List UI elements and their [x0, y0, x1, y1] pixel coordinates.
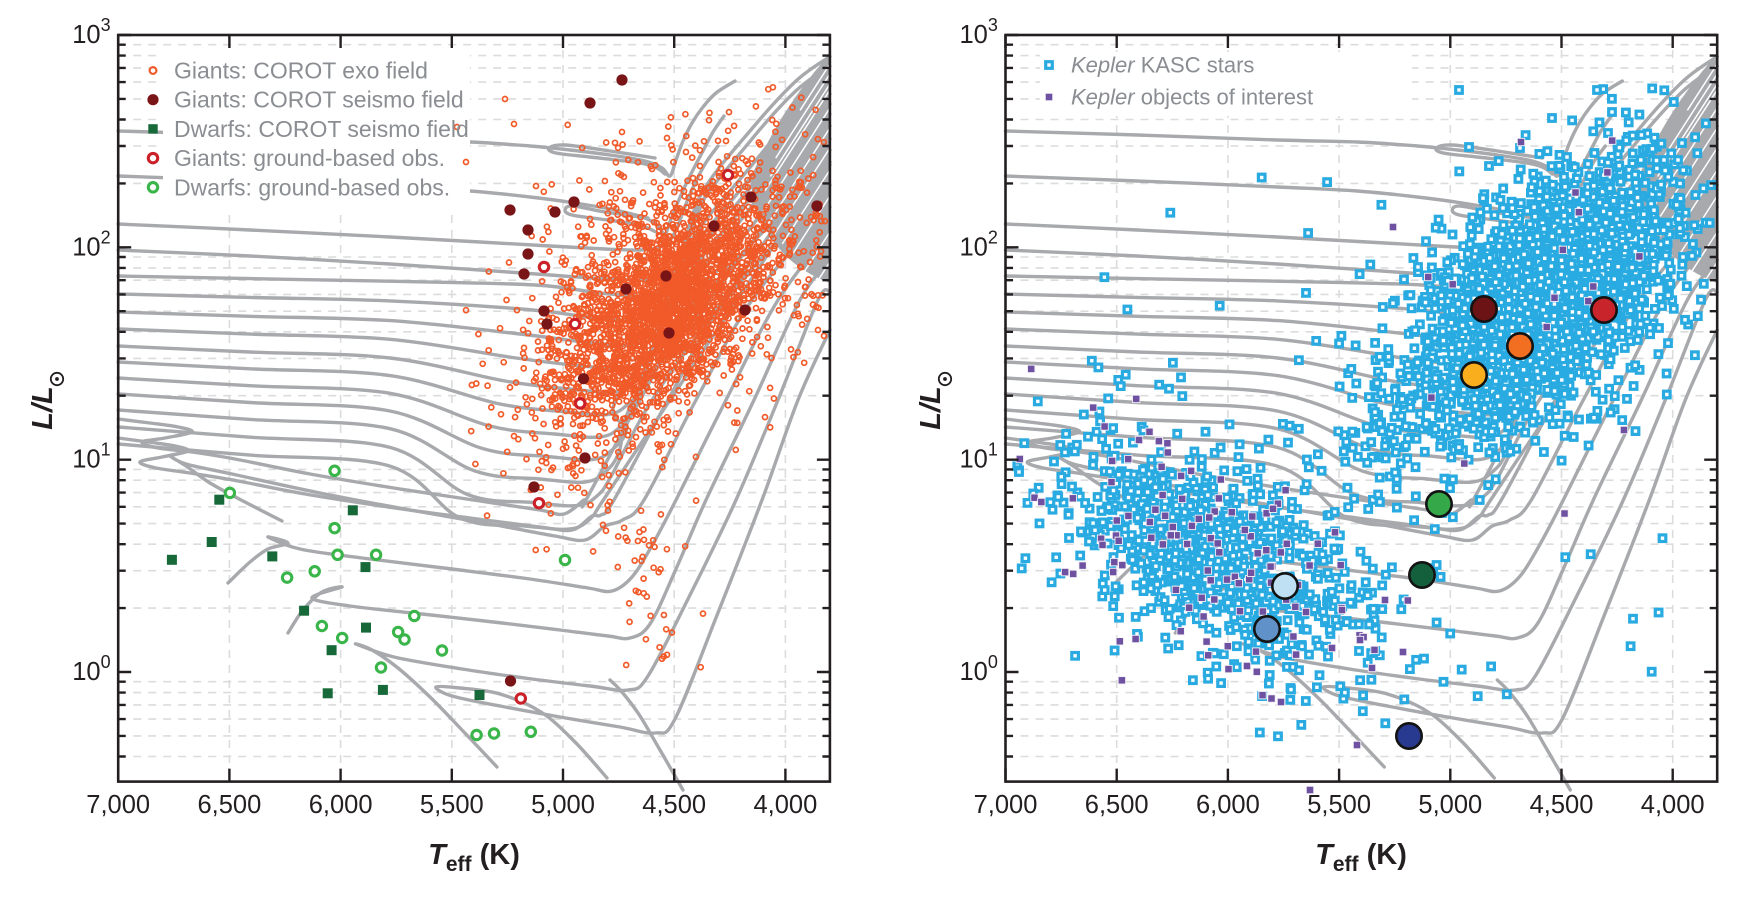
svg-text:7,000: 7,000 — [86, 791, 150, 819]
svg-text:5,500: 5,500 — [1307, 791, 1371, 819]
svg-text:L/L: L/L — [27, 386, 59, 430]
svg-text:6,000: 6,000 — [1196, 791, 1260, 819]
svg-text:5,500: 5,500 — [420, 791, 484, 819]
svg-text:Giants: ground-based obs.: Giants: ground-based obs. — [174, 145, 445, 171]
svg-text:4,000: 4,000 — [1641, 791, 1705, 819]
svg-text:Kepler objects of interest: Kepler objects of interest — [1071, 85, 1313, 110]
svg-text:5,000: 5,000 — [531, 791, 595, 819]
svg-text:Teff (K): Teff (K) — [1315, 839, 1407, 876]
svg-text:4,500: 4,500 — [642, 791, 706, 819]
svg-text:Kepler KASC stars: Kepler KASC stars — [1071, 53, 1254, 78]
svg-text:7,000: 7,000 — [974, 791, 1038, 819]
svg-text:5,000: 5,000 — [1418, 791, 1482, 819]
svg-text:6,500: 6,500 — [1085, 791, 1149, 819]
svg-text:4,000: 4,000 — [753, 791, 817, 819]
svg-text:6,500: 6,500 — [197, 791, 261, 819]
svg-text:Teff (K): Teff (K) — [428, 839, 520, 876]
svg-text:Giants: COROT seismo field: Giants: COROT seismo field — [174, 87, 464, 113]
svg-text:Dwarfs: COROT seismo field: Dwarfs: COROT seismo field — [174, 116, 469, 142]
svg-text:6,000: 6,000 — [309, 791, 373, 819]
svg-text:Dwarfs: ground-based obs.: Dwarfs: ground-based obs. — [174, 174, 450, 200]
svg-text:Giants: COROT exo field: Giants: COROT exo field — [174, 58, 428, 84]
svg-text:4,500: 4,500 — [1530, 791, 1594, 819]
svg-text:L/L: L/L — [915, 386, 947, 430]
